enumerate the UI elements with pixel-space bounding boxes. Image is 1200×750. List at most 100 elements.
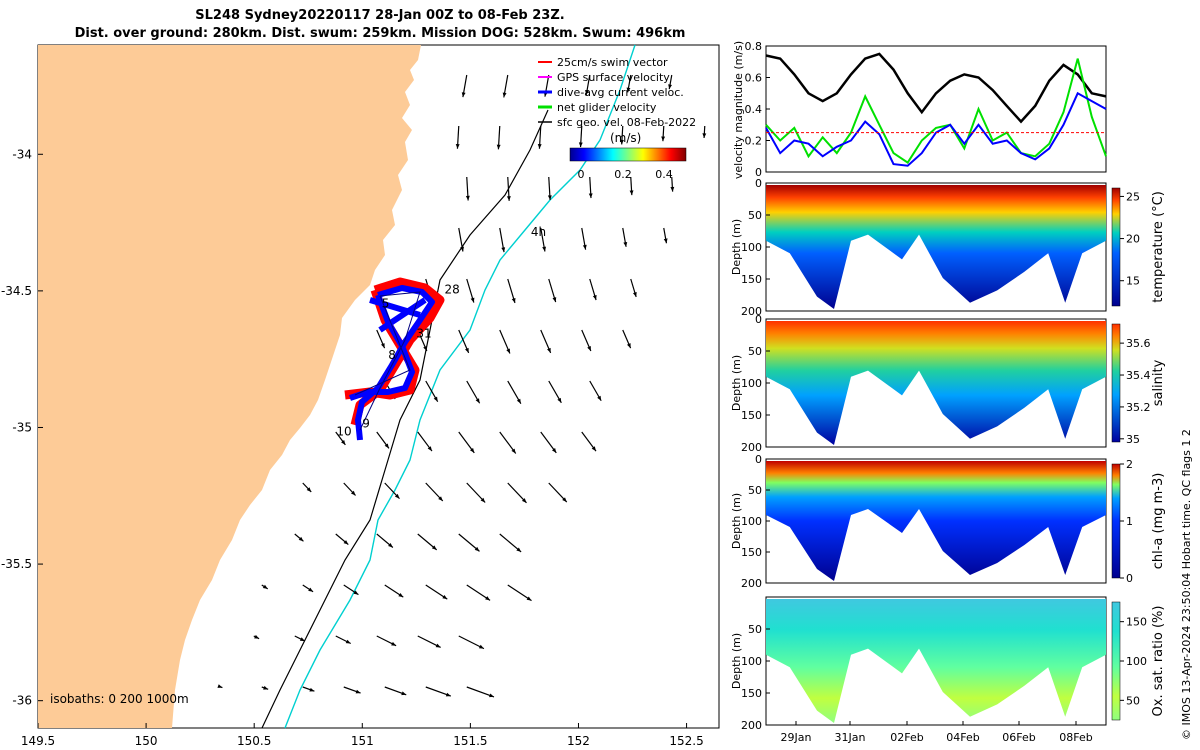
current-arrow-head <box>623 241 628 247</box>
current-arrow-head <box>585 90 589 95</box>
current-arrow-head <box>480 497 486 503</box>
section-ytick-label: 50 <box>748 345 762 358</box>
velocity-ytick-label: 0.8 <box>745 40 763 53</box>
velocity-panel: 0 0.2 0.4 0.6 0.8 velocity magnitude (m/s) <box>732 40 1107 179</box>
legend-entry-gps: GPS surface velocity <box>557 71 670 84</box>
section-panel-0: 0 50 100 150 200 Depth (m) 15 20 25 temperature (… <box>730 177 1166 318</box>
current-arrow-head <box>506 196 511 201</box>
map-xtick-label: 149.5 <box>21 734 55 748</box>
current-arrow-head <box>485 596 491 601</box>
map-xtick-label: 151.5 <box>453 734 487 748</box>
current-arrow-head <box>343 540 349 545</box>
current-arrow-head <box>626 87 631 93</box>
time-axis-ticks: 29Jan 31Jan 02Feb 04Feb 06Feb 08Feb <box>781 721 1093 744</box>
map-ytick-label: -35.5 <box>1 557 32 571</box>
section-ytick-label: 100 <box>741 377 762 390</box>
colorbar-label: chl-a (mg m-3) <box>1151 473 1166 570</box>
map-ytick-label: -34.5 <box>1 284 32 298</box>
colorbar-tick-label: 35.6 <box>1126 337 1151 350</box>
land-area <box>38 45 421 728</box>
velocity-ylabel: velocity magnitude (m/s) <box>732 41 745 179</box>
current-arrow-head <box>587 346 591 352</box>
colorbar-tick-label: 0 <box>1126 572 1133 585</box>
current-arrow-head <box>380 343 385 349</box>
current-arrow-head <box>511 298 516 303</box>
current-arrow-head <box>592 295 597 301</box>
current-arrow-head <box>465 195 470 201</box>
current-arrow-head <box>562 497 567 503</box>
chart-title-line1: SL248 Sydney20220117 28-Jan 00Z to 08-Fe… <box>195 8 565 23</box>
section-panel-3: 50 100 150 200 Depth (m) 50 100 150 Ox. sat. rat… <box>730 596 1166 732</box>
colorbar-tick-label: 2 <box>1126 458 1133 471</box>
velocity-y-ticks: 0 0.2 0.4 0.6 0.8 <box>745 40 770 179</box>
map-colorbar: (m/s) 0 0.2 0.4 <box>569 131 687 181</box>
current-arrow-head <box>465 347 469 353</box>
section-ytick-label: 50 <box>748 484 762 497</box>
current-arrow-head <box>537 144 542 149</box>
colorbar-tick-label: 35.4 <box>1126 369 1151 382</box>
map-xtick-label: 150.5 <box>237 734 271 748</box>
velocity-series-line <box>765 52 1107 124</box>
velocity-colorbar <box>569 147 687 162</box>
current-arrow-shaft <box>499 533 522 553</box>
track-label: 28 <box>444 283 459 297</box>
glider-track <box>344 277 445 441</box>
current-arrow-head <box>427 446 432 452</box>
colorbar-tick-label: 20 <box>1126 233 1140 246</box>
colorbar-tick-label: 15 <box>1126 275 1140 288</box>
current-arrow-head <box>670 186 675 192</box>
section-ytick-label: 200 <box>741 577 762 590</box>
isobath-200m <box>261 109 549 729</box>
section-colorbar <box>1111 601 1121 721</box>
section-ytick-label: 200 <box>741 719 762 732</box>
map-xtick-label: 151 <box>351 734 374 748</box>
current-arrow-head <box>254 634 260 639</box>
current-arrow-head <box>309 687 315 692</box>
section-ytick-label: 150 <box>741 687 762 700</box>
current-arrow-head <box>445 692 451 697</box>
track-label: 9 <box>362 416 370 430</box>
current-arrow-head <box>455 144 460 149</box>
current-arrow-head <box>262 584 268 589</box>
current-arrow-head <box>442 594 448 600</box>
current-arrow-head <box>308 587 314 592</box>
current-arrow-head <box>547 347 551 353</box>
current-arrow-head <box>578 142 583 148</box>
track-label: 8 <box>388 348 396 362</box>
section-ylabel: Depth (m) <box>730 219 743 275</box>
map-ytick-label: -35 <box>12 420 32 434</box>
current-arrow-head <box>597 395 602 401</box>
current-arrow-head <box>263 685 269 690</box>
colorbar-tick-label: 35.2 <box>1126 401 1151 414</box>
section-ytick-label: 50 <box>748 623 762 636</box>
current-arrow-head <box>557 397 562 403</box>
current-arrow-head <box>506 348 510 354</box>
section-ytick-label: 150 <box>741 273 762 286</box>
current-arrow-head <box>460 246 465 252</box>
current-arrow-shaft <box>507 584 532 602</box>
current-arrow-head <box>431 545 437 550</box>
colorbar-label: temperature (°C) <box>1151 191 1166 303</box>
isobath-1000m <box>284 44 636 729</box>
velocity-ytick-label: 0 <box>755 166 762 179</box>
current-arrow-head <box>299 637 305 642</box>
section-ytick-label: 0 <box>755 177 762 190</box>
section-ylabel: Depth (m) <box>730 493 743 549</box>
map-axis-ticks: 149.5 150 150.5 151 151.5 152 152.5 -34 -34.5 -35… <box>1 147 704 748</box>
current-arrow-head <box>620 139 624 145</box>
colorbar-tick-0: 0 <box>578 168 585 181</box>
current-arrow-head <box>702 133 707 138</box>
colorbar-label: salinity <box>1151 359 1166 406</box>
current-arrow-head <box>516 398 521 404</box>
section-field <box>766 599 1106 723</box>
track-labels: 4h 28 5 31 8 9 10 <box>336 225 546 438</box>
current-arrow-head <box>461 92 466 98</box>
current-arrow-head <box>217 684 223 688</box>
current-arrow-head <box>474 546 480 552</box>
current-arrow-head <box>350 490 356 496</box>
isobath-legend-label: isobaths: 0 200 1000m <box>50 692 189 706</box>
section-panel-2: 0 50 100 150 200 Depth (m) 0 1 2 chl-a (mg m-3) <box>730 453 1166 590</box>
current-arrow-head <box>661 136 666 142</box>
